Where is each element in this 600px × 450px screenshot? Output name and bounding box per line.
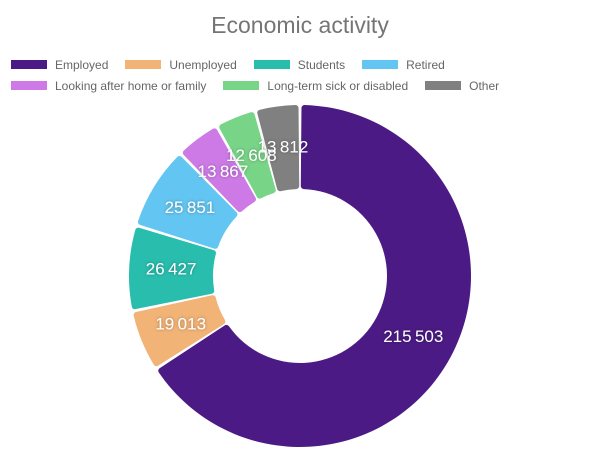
svg-text:26 427: 26 427 bbox=[146, 259, 197, 278]
svg-text:25 851: 25 851 bbox=[165, 198, 216, 217]
svg-text:13 812: 13 812 bbox=[258, 138, 309, 157]
svg-text:19 013: 19 013 bbox=[155, 315, 206, 334]
svg-text:215 503: 215 503 bbox=[383, 327, 443, 346]
